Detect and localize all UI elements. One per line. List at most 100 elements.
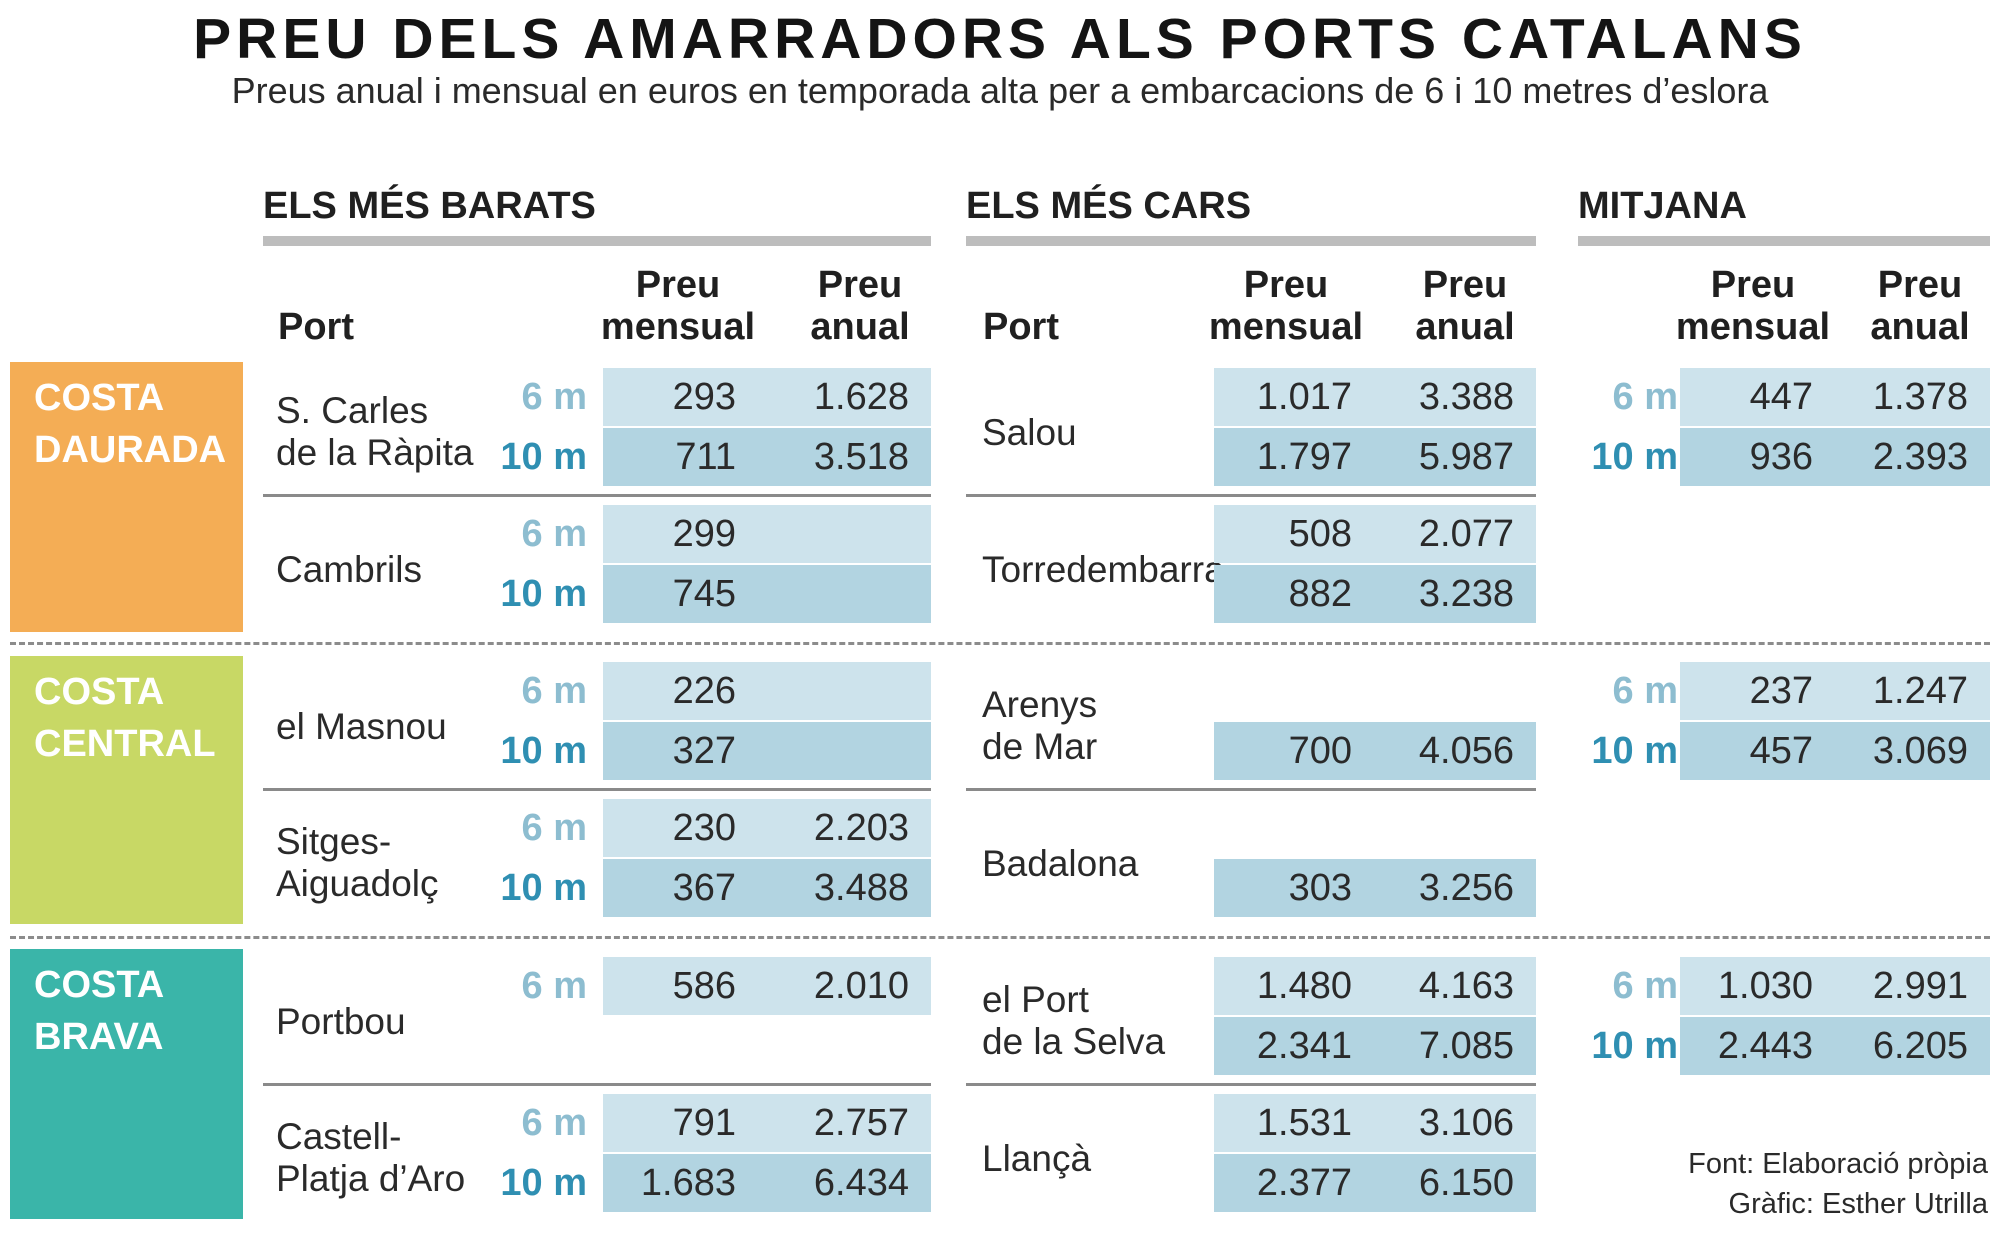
section-average: MITJANA (1578, 185, 1747, 227)
port-name-line: el Port (982, 979, 1089, 1020)
annual-price-cell: 1.628 (758, 368, 931, 426)
price-row-10m: 327 (603, 722, 931, 780)
port-name-line: de Mar (982, 726, 1098, 767)
monthly-price-cell: 791 (603, 1094, 758, 1152)
port-name: S. Carles de la Ràpita (276, 390, 473, 474)
price-row-10m: 2.377 6.150 (1214, 1154, 1536, 1212)
price-row-10m: 745 (603, 565, 931, 623)
region-label: COSTA (34, 964, 165, 1006)
annual-price-cell: 5.987 (1374, 428, 1536, 486)
price-row-6m: 1.531 3.106 (1214, 1094, 1536, 1152)
row-separator (966, 788, 1536, 791)
size-label-6m: 6 m (521, 807, 587, 849)
port-name-line: Aiguadolç (276, 863, 439, 904)
annual-price-cell: 3.256 (1374, 859, 1536, 917)
port-name-line: S. Carles (276, 390, 429, 431)
annual-price-cell: 2.077 (1374, 505, 1536, 563)
size-label-10m: 10 m (1591, 1025, 1678, 1067)
region-label: COSTA (34, 377, 165, 419)
price-row-6m: 237 1.247 (1680, 662, 1990, 720)
port-header: Port (983, 306, 1059, 348)
monthly-price-cell: 327 (603, 722, 758, 780)
port-name-line: el Masnou (276, 706, 447, 747)
section-bar (966, 236, 1536, 246)
price-row-6m: 293 1.628 (603, 368, 931, 426)
region-divider (10, 642, 1990, 645)
annual-price-cell: 7.085 (1374, 1017, 1536, 1075)
header-line: anual (810, 306, 910, 348)
monthly-price-cell: 447 (1680, 368, 1835, 426)
monthly-price-cell: 1.797 (1214, 428, 1374, 486)
port-name: el Masnou (276, 706, 447, 748)
region-costa-brava: COSTA BRAVA (10, 949, 243, 1219)
annual-price-cell: 3.518 (758, 428, 931, 486)
port-name-line: Sitges- (276, 821, 392, 862)
price-row-10m: 936 2.393 (1680, 428, 1990, 486)
annual-price-cell: 1.247 (1835, 662, 1990, 720)
price-row-6m: 791 2.757 (603, 1094, 931, 1152)
monthly-price-cell: 2.443 (1680, 1017, 1835, 1075)
region-label: DAURADA (34, 429, 227, 471)
region-costa-central: COSTA CENTRAL (10, 656, 243, 924)
annual-price-cell: 2.393 (1835, 428, 1990, 486)
section-bar (1578, 236, 1990, 246)
author-credit: Gràfic: Esther Utrilla (1728, 1188, 1988, 1220)
price-row-10m: 882 3.238 (1214, 565, 1536, 623)
annual-price-cell: 4.163 (1374, 957, 1536, 1015)
row-separator (263, 494, 931, 497)
price-row-6m: 1.017 3.388 (1214, 368, 1536, 426)
price-row-6m: 1.480 4.163 (1214, 957, 1536, 1015)
annual-price-cell: 3.488 (758, 859, 931, 917)
price-row-10m: 2.341 7.085 (1214, 1017, 1536, 1075)
monthly-price-cell: 230 (603, 799, 758, 857)
monthly-price-cell: 237 (1680, 662, 1835, 720)
section-bar (263, 236, 931, 246)
monthly-price-cell: 711 (603, 428, 758, 486)
header-line: anual (1870, 306, 1970, 348)
price-row-10m: 700 4.056 (1214, 722, 1536, 780)
monthly-price-cell: 1.017 (1214, 368, 1374, 426)
port-name-line: Portbou (276, 1001, 406, 1042)
size-label-6m: 6 m (521, 670, 587, 712)
annual-price-cell: 2.203 (758, 799, 931, 857)
annual-price-cell (758, 722, 931, 780)
header-line: Preu (1877, 264, 1963, 306)
monthly-price-cell: 882 (1214, 565, 1374, 623)
size-label-6m: 6 m (521, 965, 587, 1007)
annual-price-cell: 2.757 (758, 1094, 931, 1152)
monthly-price-cell: 745 (603, 565, 758, 623)
port-name-line: Arenys (982, 684, 1098, 725)
monthly-header: Preu mensual (598, 264, 758, 348)
source-credit: Font: Elaboració pròpia (1688, 1148, 1988, 1180)
annual-header: Preu anual (1850, 264, 1990, 348)
price-row-10m: 303 3.256 (1214, 859, 1536, 917)
port-name: Castell- Platja d’Aro (276, 1116, 465, 1200)
region-label: BRAVA (34, 1016, 164, 1058)
size-label-10m: 10 m (1591, 730, 1678, 772)
port-name: Badalona (982, 843, 1138, 885)
annual-price-cell (758, 565, 931, 623)
price-row-6m: 226 (603, 662, 931, 720)
header-line: Preu (817, 264, 903, 306)
monthly-price-cell: 586 (603, 957, 758, 1015)
price-row-10m: 1.797 5.987 (1214, 428, 1536, 486)
row-separator (263, 1083, 931, 1086)
annual-price-cell (758, 505, 931, 563)
monthly-price-cell: 299 (603, 505, 758, 563)
monthly-price-cell: 367 (603, 859, 758, 917)
row-separator (966, 1083, 1536, 1086)
port-name-line: Castell- (276, 1116, 402, 1157)
price-row-6m: 299 (603, 505, 931, 563)
monthly-header: Preu mensual (1673, 264, 1833, 348)
monthly-price-cell: 293 (603, 368, 758, 426)
monthly-header: Preu mensual (1206, 264, 1366, 348)
port-name: Sitges- Aiguadolç (276, 821, 439, 905)
section-cheapest: ELS MÉS BARATS (263, 185, 596, 227)
port-name: Torredembarra (982, 549, 1225, 591)
price-row-6m: 586 2.010 (603, 957, 931, 1015)
size-label-6m: 6 m (521, 1102, 587, 1144)
region-label: COSTA (34, 671, 165, 713)
port-name: Portbou (276, 1001, 406, 1043)
port-name: Cambrils (276, 549, 422, 591)
monthly-price-cell: 936 (1680, 428, 1835, 486)
